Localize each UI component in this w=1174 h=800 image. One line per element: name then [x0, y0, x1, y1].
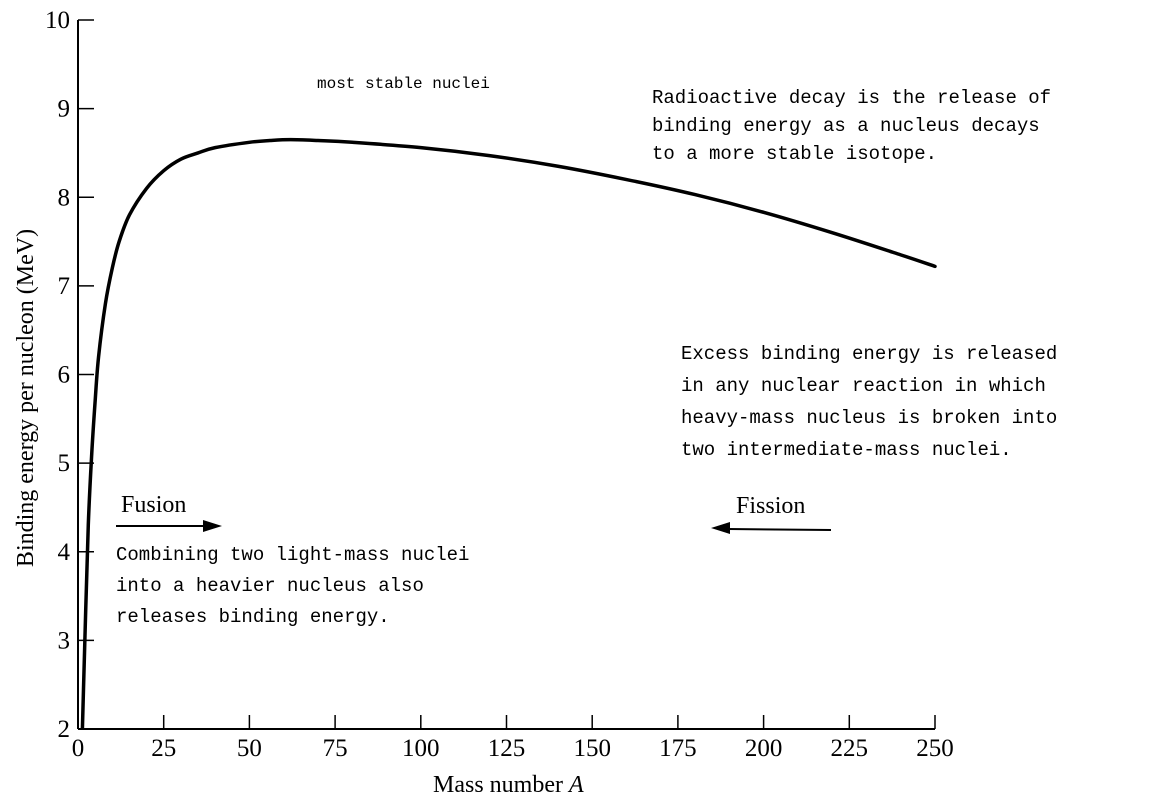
x-tick-label: 175 [659, 735, 697, 762]
annotation-fission: Excess binding energy is released in any… [681, 343, 1069, 461]
x-tick-label: 150 [573, 735, 611, 762]
y-tick-label: 2 [58, 716, 71, 743]
x-tick-label: 225 [831, 735, 869, 762]
annotation-most-stable: most stable nuclei [317, 75, 490, 93]
y-tick-label: 6 [58, 362, 71, 389]
y-tick-label: 7 [58, 273, 71, 300]
x-tick-label: 100 [402, 735, 440, 762]
annotation-fusion: Combining two light-mass nuclei into a h… [116, 544, 481, 628]
x-tick-label: 200 [745, 735, 783, 762]
x-tick-label: 0 [72, 735, 85, 762]
y-tick-label: 3 [58, 627, 71, 654]
y-tick-label: 10 [45, 7, 70, 34]
y-tick-label: 5 [58, 450, 71, 477]
y-axis-title: Binding energy per nucleon (MeV) [13, 229, 39, 567]
binding-energy-curve [80, 137, 937, 729]
annotation-radioactive-decay: Radioactive decay is the release of bind… [652, 87, 1062, 165]
fusion-label: Fusion [121, 492, 186, 518]
x-tick-label: 75 [323, 735, 348, 762]
fission-arrow [711, 522, 832, 534]
y-tick-label: 4 [58, 539, 71, 566]
y-tick-label: 8 [58, 184, 71, 211]
x-tick-label: 125 [488, 735, 526, 762]
x-tick-label: 250 [916, 735, 954, 762]
x-tick-label: 25 [151, 735, 176, 762]
fusion-arrow [116, 520, 222, 532]
x-tick-label: 50 [237, 735, 262, 762]
x-axis-title: Mass number A [433, 772, 584, 798]
curve-layer [80, 137, 937, 729]
y-tick-label: 9 [58, 96, 71, 123]
fission-label: Fission [736, 493, 805, 519]
axes: 0 25 50 75 100 125 150 175 200 225 250 2 3 4 5 6 7 8 9 10 [45, 7, 954, 762]
